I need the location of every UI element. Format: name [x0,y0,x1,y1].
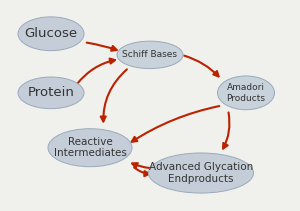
Ellipse shape [48,129,132,167]
Ellipse shape [148,153,254,193]
Text: Reactive
Intermediates: Reactive Intermediates [54,137,126,158]
Text: Advanced Glycation
Endproducts: Advanced Glycation Endproducts [149,162,253,184]
Text: Protein: Protein [28,86,74,99]
Text: Amadori
Products: Amadori Products [226,83,266,103]
Ellipse shape [218,76,274,110]
Ellipse shape [117,41,183,69]
Text: Glucose: Glucose [24,27,78,40]
Ellipse shape [18,77,84,109]
Text: Schiff Bases: Schiff Bases [122,50,178,59]
Ellipse shape [18,17,84,51]
